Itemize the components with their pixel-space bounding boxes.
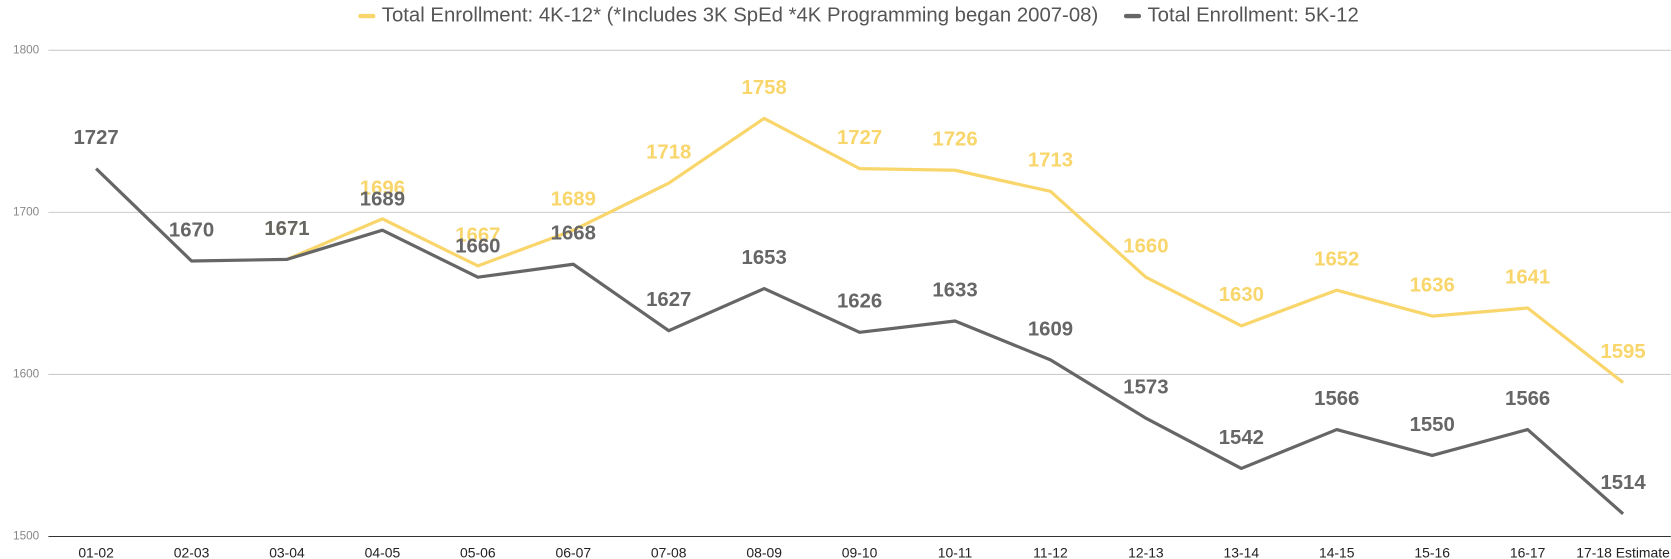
data-label: 1660 [455, 236, 500, 258]
data-label: 1566 [1314, 388, 1359, 410]
data-label: 1609 [1028, 318, 1073, 340]
x-tick-label: 03-04 [269, 544, 305, 559]
data-label: 1689 [360, 189, 405, 211]
x-tick-label: 17-18 Estimate [1576, 544, 1670, 559]
data-label: 1573 [1123, 377, 1168, 399]
x-tick-label: 08-09 [746, 544, 782, 559]
x-tick-label: 06-07 [556, 544, 592, 559]
legend-label: Total Enrollment: 5K-12 [1147, 4, 1358, 26]
data-label: 1689 [551, 189, 596, 211]
data-label: 1542 [1219, 427, 1264, 449]
x-tick-label: 11-12 [1033, 544, 1068, 559]
legend-label: Total Enrollment: 4K-12* (*Includes 3K S… [382, 4, 1098, 26]
data-label: 1668 [551, 223, 596, 245]
x-tick-label: 10-11 [938, 544, 973, 559]
data-label: 1595 [1600, 341, 1645, 363]
x-tick-label: 15-16 [1414, 544, 1450, 559]
data-label: 1718 [646, 142, 691, 164]
data-label: 1696 [360, 177, 405, 199]
data-label: 1671 [264, 218, 309, 240]
series-line [286, 116, 1625, 384]
data-label: 1671 [264, 218, 309, 240]
data-label: 1550 [1410, 414, 1455, 436]
data-label: 1630 [1219, 284, 1264, 306]
data-label: 1660 [1123, 236, 1168, 258]
data-label: 1641 [1505, 266, 1550, 288]
data-label: 1758 [742, 77, 787, 99]
x-tick-label: 04-05 [365, 544, 401, 559]
x-tick-label: 14-15 [1319, 544, 1355, 559]
data-label: 1727 [74, 127, 119, 149]
data-label: 1653 [742, 247, 787, 269]
data-label: 1667 [455, 224, 500, 246]
data-label: 1514 [1600, 472, 1646, 494]
x-tick-label: 13-14 [1224, 544, 1260, 559]
data-label: 1670 [169, 219, 214, 241]
data-label: 1627 [646, 289, 691, 311]
x-tick-label: 16-17 [1510, 544, 1546, 559]
x-tick-label: 02-03 [174, 544, 210, 559]
data-label: 1726 [932, 129, 977, 151]
x-tick-label: 09-10 [842, 544, 878, 559]
data-label: 1727 [837, 127, 882, 149]
data-label: 1626 [837, 291, 882, 313]
y-tick-label: 1700 [13, 206, 40, 219]
x-tick-label: 01-02 [78, 544, 114, 559]
x-tick-label: 07-08 [651, 544, 687, 559]
series-line [95, 167, 1625, 516]
data-label: 1636 [1410, 275, 1455, 297]
legend: Total Enrollment: 4K-12* (*Includes 3K S… [358, 4, 1359, 26]
y-tick-label: 1800 [13, 43, 40, 56]
data-label: 1713 [1028, 150, 1073, 172]
x-tick-label: 05-06 [460, 544, 496, 559]
y-tick-label: 1600 [13, 368, 40, 381]
y-tick-label: 1500 [13, 530, 40, 543]
data-label: 1633 [932, 279, 977, 301]
data-label: 1566 [1505, 388, 1550, 410]
data-label: 1652 [1314, 249, 1359, 271]
x-tick-label: 12-13 [1128, 544, 1164, 559]
